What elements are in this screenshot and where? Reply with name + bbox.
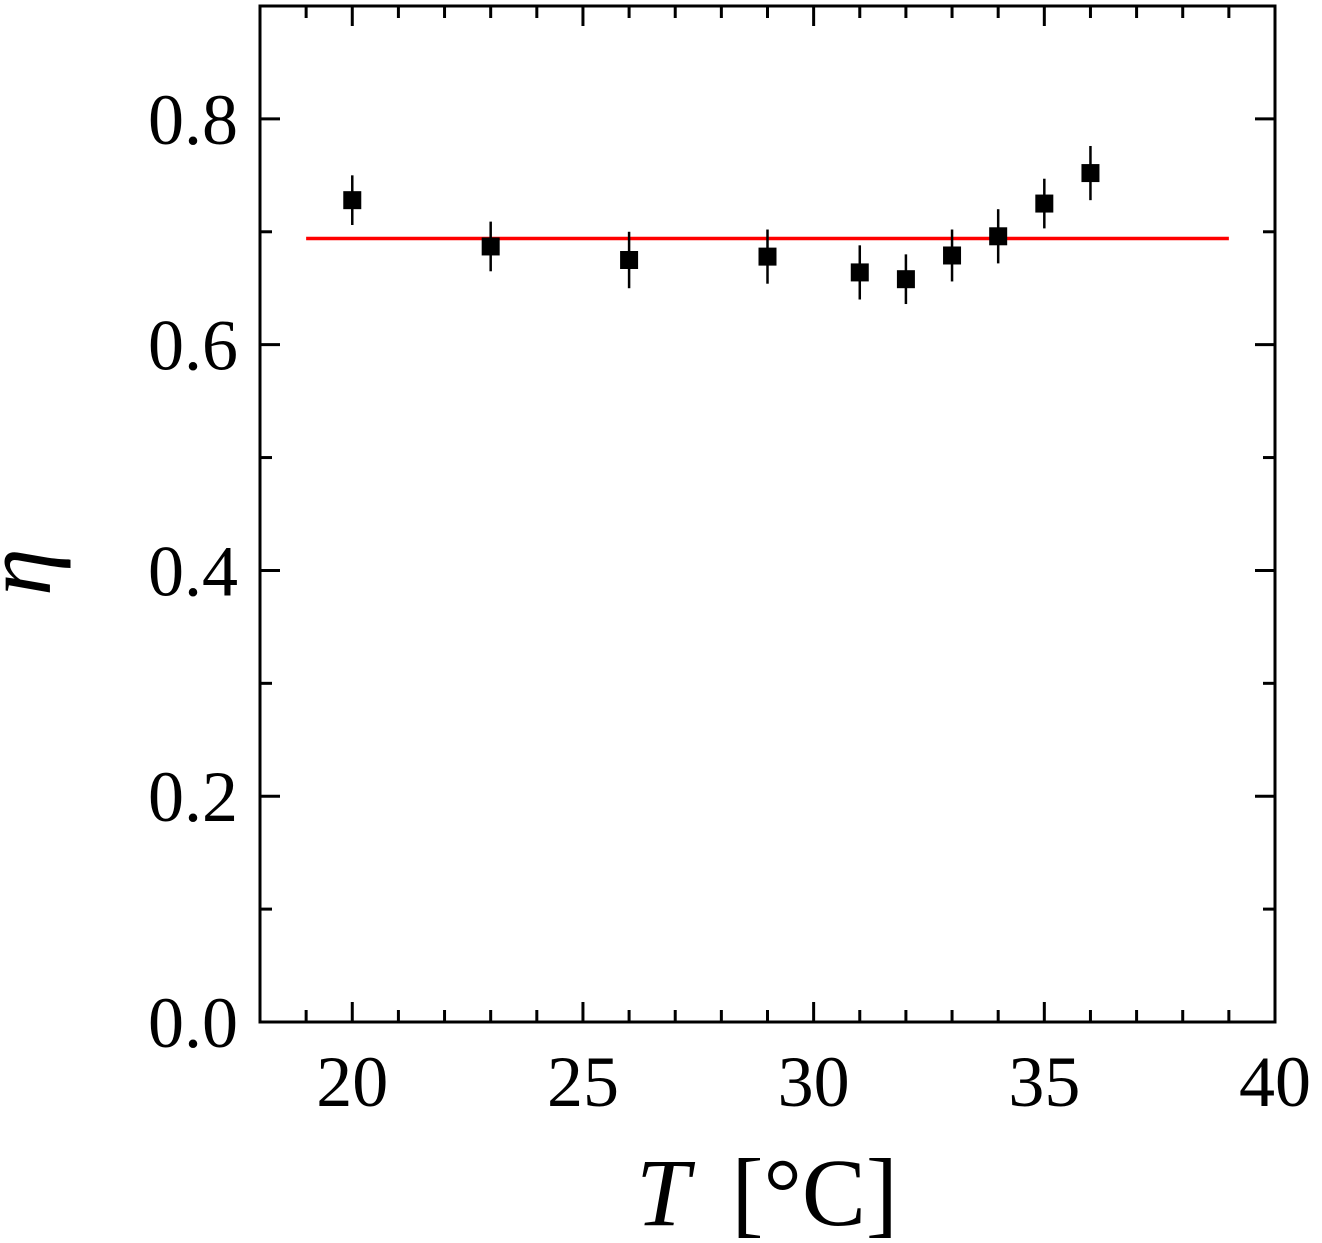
- data-point: [481, 237, 500, 256]
- points-layer: [343, 145, 1100, 305]
- data-point: [620, 251, 639, 269]
- x-tick-label: 25: [547, 1042, 619, 1122]
- x-tick-label: 30: [778, 1042, 850, 1122]
- y-tick-labels: 0.0 0.2 0.4 0.6 0.8: [148, 80, 238, 1063]
- data-point: [1081, 164, 1100, 183]
- plot-frame: [258, 4, 1277, 1024]
- y-tick-label: 0.0: [148, 983, 238, 1063]
- data-point: [1035, 194, 1054, 213]
- y-tick-label: 0.4: [148, 531, 238, 611]
- x-tick-labels: 20 25 30 35 40: [316, 1042, 1311, 1122]
- x-tick-label: 40: [1239, 1042, 1311, 1122]
- data-point: [989, 227, 1008, 246]
- y-tick-label: 0.6: [148, 306, 238, 386]
- x-axis-unit: [°C]: [732, 1139, 898, 1243]
- x-tick-label: 35: [1008, 1042, 1080, 1122]
- data-point: [758, 247, 777, 266]
- x-axis-label: T [°C]: [636, 1139, 898, 1243]
- data-point: [896, 270, 915, 289]
- y-tick-label: 0.8: [148, 80, 238, 160]
- data-point: [850, 263, 869, 282]
- data-point: [343, 191, 362, 210]
- y-tick-label: 0.2: [148, 757, 238, 837]
- ticks-layer: [258, 4, 1277, 1024]
- x-tick-label: 20: [316, 1042, 388, 1122]
- data-point: [943, 246, 962, 265]
- x-axis-symbol: T: [636, 1139, 696, 1243]
- y-axis-label: η: [0, 548, 71, 596]
